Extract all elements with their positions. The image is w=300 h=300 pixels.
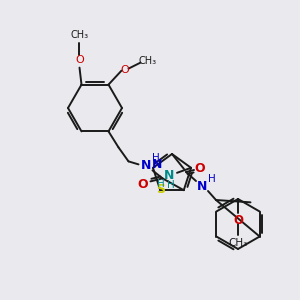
Text: H: H: [157, 179, 165, 189]
Text: N: N: [152, 158, 162, 171]
Text: CH₃: CH₃: [228, 238, 248, 248]
Text: CH₃: CH₃: [138, 56, 157, 66]
Text: O: O: [120, 64, 129, 75]
Text: S: S: [156, 183, 165, 196]
Text: O: O: [233, 214, 243, 226]
Text: N: N: [197, 179, 207, 193]
Text: H: H: [208, 174, 216, 184]
Text: CH₃: CH₃: [70, 30, 88, 40]
Text: N: N: [164, 169, 174, 182]
Text: O: O: [75, 55, 84, 64]
Text: O: O: [137, 178, 148, 191]
Text: O: O: [195, 161, 205, 175]
Text: N: N: [141, 159, 152, 172]
Text: H: H: [167, 180, 175, 190]
Text: H: H: [152, 153, 159, 164]
